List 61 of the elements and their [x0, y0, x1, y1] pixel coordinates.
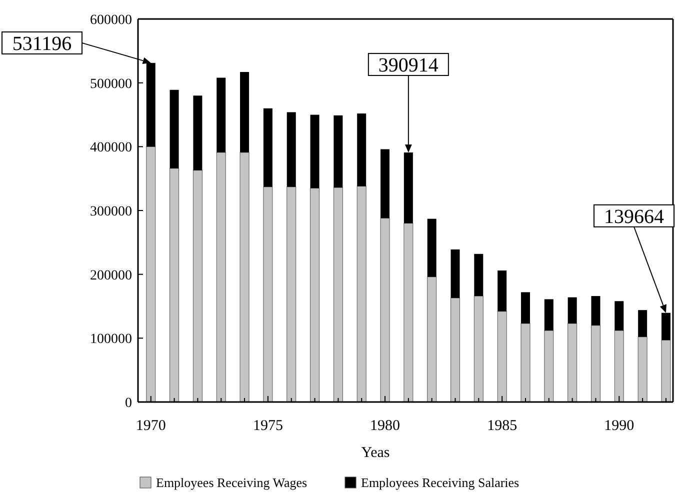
y-tick-label: 200000: [90, 268, 132, 284]
bar: [263, 108, 272, 187]
bar: [404, 223, 414, 402]
bar: [192, 170, 202, 402]
bar: [590, 325, 600, 402]
bar: [638, 310, 648, 337]
annotation: 390914: [378, 54, 438, 76]
bar: [661, 340, 671, 402]
annotation: 139664: [604, 206, 664, 228]
bar: [356, 186, 366, 402]
bar: [170, 168, 180, 402]
bar: [310, 188, 320, 402]
bar: [520, 323, 530, 402]
y-tick-label: 300000: [90, 204, 132, 220]
bar: [380, 149, 390, 218]
bar: [216, 78, 226, 152]
legend-label: Employees Receiving Salaries: [361, 475, 520, 490]
bar: [638, 336, 648, 402]
bar: [614, 330, 624, 402]
y-tick-label: 100000: [90, 332, 132, 348]
bar: [474, 254, 484, 296]
bar: [474, 296, 484, 402]
bar: [286, 112, 296, 187]
bar: [357, 113, 366, 186]
bar: [193, 96, 202, 170]
bar: [544, 330, 554, 402]
bar: [334, 115, 343, 188]
bar: [146, 146, 156, 402]
x-tick-label: 1980: [370, 418, 400, 434]
y-tick-label: 600000: [90, 13, 132, 28]
bar: [216, 152, 226, 402]
bar: [240, 72, 250, 152]
x-tick-label: 1985: [487, 418, 518, 434]
x-tick-label: 1990: [604, 418, 634, 434]
bar: [333, 187, 343, 402]
bar: [263, 186, 273, 402]
legend-label: Employees Receiving Wages: [156, 475, 308, 490]
bar: [544, 299, 554, 331]
x-axis-title: Yeas: [361, 445, 390, 461]
bar: [310, 114, 320, 188]
bar: [286, 186, 296, 402]
x-tick-label: 1975: [252, 418, 283, 434]
bar: [520, 292, 530, 324]
bar: [450, 249, 460, 298]
bar: [170, 90, 179, 168]
bar: [427, 218, 436, 277]
bar: [450, 298, 460, 402]
bar: [380, 218, 390, 402]
bar: [240, 152, 250, 402]
y-tick-label: 500000: [90, 76, 132, 92]
bar: [498, 270, 507, 312]
y-tick-label: 400000: [90, 140, 132, 156]
y-tick-label: 0: [125, 396, 132, 411]
x-tick-label: 1970: [136, 418, 166, 434]
bar: [591, 296, 600, 326]
bar: [614, 301, 624, 331]
annotation: 531196: [12, 32, 72, 55]
bar: [427, 276, 437, 402]
bar: [497, 311, 507, 402]
bar: [568, 323, 578, 402]
bar: [568, 297, 577, 324]
